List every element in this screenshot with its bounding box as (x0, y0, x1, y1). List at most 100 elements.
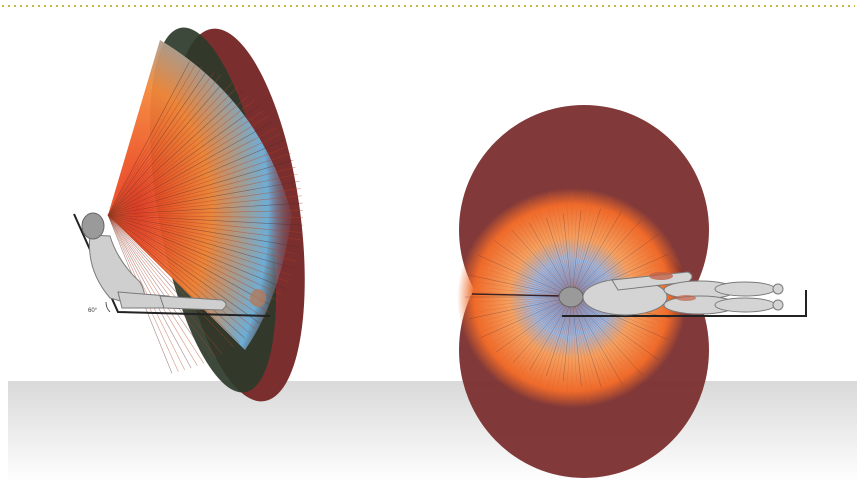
seated-ray-lines (107, 61, 303, 374)
reclined-ray (491, 296, 573, 344)
seated-ray (107, 214, 302, 241)
reclined-ray (571, 296, 611, 397)
seated-ray (107, 214, 297, 262)
seated-foot (250, 289, 266, 307)
reclined-ray (511, 214, 573, 298)
seated-human-figure: 60° (73, 212, 271, 317)
seated-ray (107, 214, 274, 308)
reclined-ray (515, 210, 573, 298)
seated-ray (107, 214, 234, 347)
reclined-ray (500, 232, 573, 298)
seated-ray (107, 180, 300, 216)
seated-ray (107, 173, 298, 216)
seated-ray (107, 188, 301, 216)
reclined-ray (531, 217, 573, 298)
reclined-ray (571, 197, 611, 298)
reclined-ray (518, 231, 573, 298)
reclined-ray (473, 296, 573, 335)
seated-ray (107, 214, 303, 233)
reclined-head (558, 286, 584, 308)
reclined-ray (528, 296, 573, 395)
reclined-ray (571, 296, 628, 366)
seat-frame (73, 213, 271, 317)
seated-ray (107, 104, 260, 216)
reclined-ray (571, 296, 635, 353)
reclined-ray (529, 296, 573, 371)
reclined-ray (530, 296, 573, 379)
reclined-ray (571, 225, 644, 298)
seated-ray (107, 153, 291, 216)
reclined-ray (547, 205, 573, 298)
seated-ray (107, 214, 289, 283)
reclined-ray (571, 296, 651, 348)
reclined-ray (571, 222, 611, 298)
reclined-ray (497, 296, 573, 336)
seated-ray (107, 63, 197, 216)
reclined-ray (496, 221, 573, 298)
seated-head (81, 212, 105, 240)
reclined-ray (562, 213, 573, 298)
reclined-ray (493, 251, 573, 298)
seated-ray (107, 214, 251, 334)
reclined-ray (571, 296, 610, 381)
reclined-ray (496, 258, 573, 298)
reclined-ray (498, 296, 573, 364)
seated-ray (107, 214, 240, 343)
reclined-ray (479, 296, 573, 303)
reclined-ray (537, 296, 573, 387)
reclined-ray (571, 296, 602, 388)
reclined-ray (571, 234, 659, 298)
reclined-ray (571, 296, 630, 385)
reclined-ray (472, 296, 573, 313)
reclined-ray (557, 206, 573, 298)
reclined-ray (571, 225, 624, 298)
seated-ray (107, 90, 244, 216)
reclined-shin-lower (714, 297, 776, 313)
reclined-ray (490, 270, 573, 298)
reclined-ray (571, 211, 611, 298)
reclined-hip-accent (676, 295, 696, 301)
reclined-ray (571, 211, 622, 298)
seated-ray (107, 133, 281, 216)
reclined-ray (512, 296, 573, 363)
seated-ray (107, 115, 269, 216)
seated-ray (107, 86, 239, 216)
seated-ray (107, 214, 245, 339)
seated-lower-leg (159, 295, 227, 311)
reclined-ray (495, 296, 573, 353)
seated-ray (107, 214, 299, 255)
reclined-ray (469, 296, 573, 320)
reclined-ray (536, 205, 573, 298)
seated-ray (107, 95, 250, 216)
reclined-ray (571, 255, 645, 298)
seated-ray (107, 139, 285, 216)
reclined-ray (571, 239, 644, 298)
reclined-ray (571, 296, 645, 357)
seated-ray (107, 110, 265, 216)
reclined-ray (480, 296, 573, 338)
seated-ray (107, 214, 300, 248)
reclined-ray (475, 259, 573, 298)
reclined-hand (649, 272, 673, 280)
seated-ray (107, 74, 221, 216)
seated-ray (107, 214, 186, 371)
seated-ray (107, 146, 288, 216)
reclined-ray (482, 238, 573, 298)
seated-ray (107, 214, 286, 289)
reclined-ray (571, 229, 627, 298)
reclined-ray (557, 296, 573, 386)
reclined-ray (571, 296, 645, 339)
reclined-ray (529, 222, 573, 298)
reclined-ray (566, 296, 573, 400)
reclined-ray (546, 296, 573, 392)
seated-ray (107, 214, 217, 358)
reclined-shin-upper (714, 281, 776, 297)
reclined-ray (468, 274, 573, 298)
reclined-ray (516, 296, 573, 383)
seated-ray (107, 210, 303, 216)
reclined-ray (571, 296, 643, 368)
reclined-ray (571, 296, 589, 403)
reclined-ray (571, 296, 611, 373)
reclined-ray (571, 199, 594, 298)
